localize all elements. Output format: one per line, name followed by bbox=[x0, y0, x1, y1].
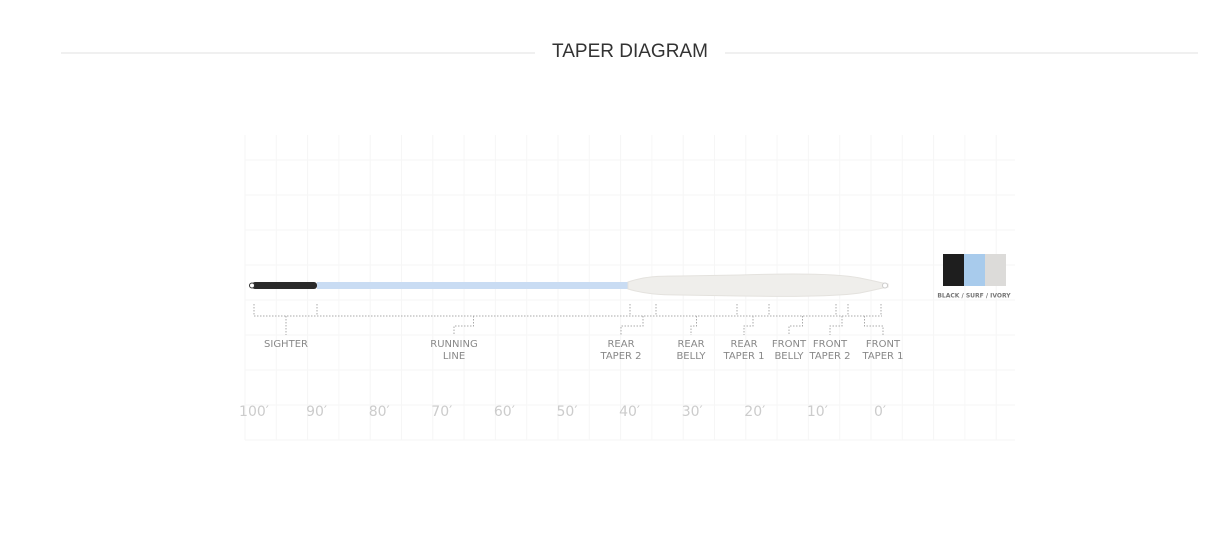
swatch-surf bbox=[964, 254, 985, 286]
bracket-stem bbox=[620, 316, 644, 335]
axis-label: 100′ bbox=[239, 404, 269, 420]
swatch-black bbox=[943, 254, 964, 286]
bracket-stem bbox=[453, 316, 474, 335]
segment-label: REAR bbox=[730, 339, 757, 350]
segment-label: BELLY bbox=[676, 351, 706, 362]
axis-label: 40′ bbox=[619, 404, 640, 420]
bracket-stem bbox=[788, 316, 803, 335]
axis-label: 80′ bbox=[369, 404, 390, 420]
brackets bbox=[253, 304, 884, 335]
bracket-stem bbox=[864, 316, 884, 335]
loop bbox=[249, 282, 255, 289]
segment-label: FRONT bbox=[772, 339, 807, 350]
axis-label: 10′ bbox=[807, 404, 828, 420]
segment-label: SIGHTER bbox=[264, 339, 308, 350]
segment-label: REAR bbox=[607, 339, 634, 350]
segment-label: BELLY bbox=[774, 351, 804, 362]
axis-label: 60′ bbox=[494, 404, 515, 420]
swatch-ivory bbox=[985, 254, 1006, 286]
segment-label: TAPER 2 bbox=[808, 351, 850, 362]
axis-label: 50′ bbox=[557, 404, 578, 420]
segment-label: TAPER 2 bbox=[599, 351, 641, 362]
bracket-stem bbox=[829, 316, 843, 335]
segment-label: FRONT bbox=[813, 339, 848, 350]
axis-label: 70′ bbox=[431, 404, 452, 420]
running-line bbox=[317, 282, 635, 289]
segment-label: REAR bbox=[677, 339, 704, 350]
bracket-stem bbox=[690, 316, 697, 335]
axis-label: 30′ bbox=[682, 404, 703, 420]
axis-label: 90′ bbox=[306, 404, 327, 420]
loop bbox=[882, 282, 888, 289]
axis-label: 0′ bbox=[874, 404, 886, 420]
segment-label: TAPER 1 bbox=[722, 351, 764, 362]
axis-label: 20′ bbox=[744, 404, 765, 420]
sighter-line bbox=[252, 282, 317, 289]
segment-label: RUNNING bbox=[430, 339, 477, 350]
segment-label: TAPER 1 bbox=[861, 351, 903, 362]
segment-label: LINE bbox=[443, 351, 465, 362]
head-taper bbox=[627, 273, 889, 297]
segment-label: FRONT bbox=[866, 339, 901, 350]
title: TAPER DIAGRAM bbox=[552, 41, 708, 62]
color-label: BLACK / SURF / IVORY bbox=[937, 293, 1011, 300]
